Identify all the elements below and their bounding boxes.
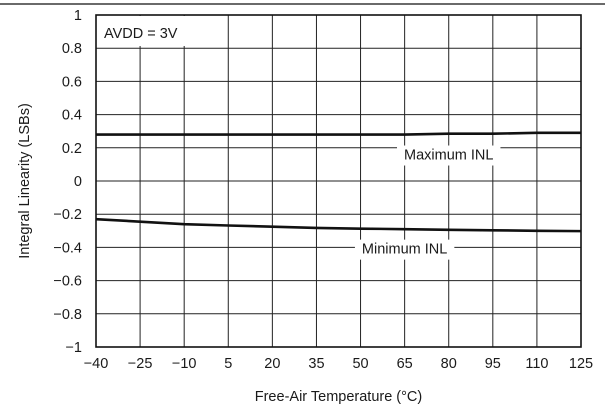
x-tick-labels: −40 −25 −10 5 20 35 50 65 80 95 110 125 — [84, 356, 593, 372]
x-tick-label: 110 — [525, 356, 548, 372]
series-label-1: Minimum INL — [362, 242, 447, 258]
y-tick-labels: −1 −0.8 −0.6 −0.4 −0.2 0 0.2 0.4 0.6 0.8 1 — [53, 8, 82, 356]
x-tick-label: 5 — [224, 356, 232, 372]
x-tick-label: 65 — [397, 356, 413, 372]
x-tick-label: 35 — [308, 356, 324, 372]
series-label-0: Maximum INL — [404, 148, 493, 164]
x-tick-label: 80 — [441, 356, 457, 372]
y-tick-label: 1 — [74, 8, 82, 24]
x-tick-label: −25 — [128, 356, 153, 372]
y-tick-label: −1 — [65, 340, 82, 356]
series-label-background — [354, 239, 455, 260]
y-axis-title: Integral Linearity (LSBs) — [17, 103, 33, 259]
y-tick-label: −0.6 — [53, 274, 82, 290]
y-tick-label: 0.8 — [62, 41, 82, 57]
series-line-0 — [96, 131, 581, 136]
y-tick-label: −0.4 — [53, 240, 82, 256]
plot-frame — [95, 14, 582, 348]
x-tick-label: −40 — [84, 356, 109, 372]
grid — [95, 14, 582, 348]
x-tick-label: 125 — [569, 356, 593, 372]
x-tick-label: −10 — [172, 356, 197, 372]
y-tick-label: 0 — [74, 174, 82, 190]
y-tick-label: −0.2 — [53, 207, 82, 223]
y-tick-label: 0.4 — [62, 108, 82, 124]
y-tick-label: 0.6 — [62, 74, 82, 90]
y-tick-label: −0.8 — [53, 307, 82, 323]
y-tick-label: 0.2 — [62, 141, 82, 157]
condition-label: AVDD = 3V — [104, 26, 178, 42]
x-tick-label: 50 — [352, 356, 368, 372]
x-axis-title: Free-Air Temperature (°C) — [255, 389, 423, 405]
series-line-1 — [95, 217, 582, 233]
condition-label-background — [97, 16, 187, 46]
series-labels: Maximum INL Minimum INL — [354, 145, 501, 260]
x-tick-label: 20 — [264, 356, 280, 372]
x-tick-label: 95 — [485, 356, 501, 372]
series-label-background — [397, 145, 501, 166]
series-layer — [95, 131, 582, 233]
